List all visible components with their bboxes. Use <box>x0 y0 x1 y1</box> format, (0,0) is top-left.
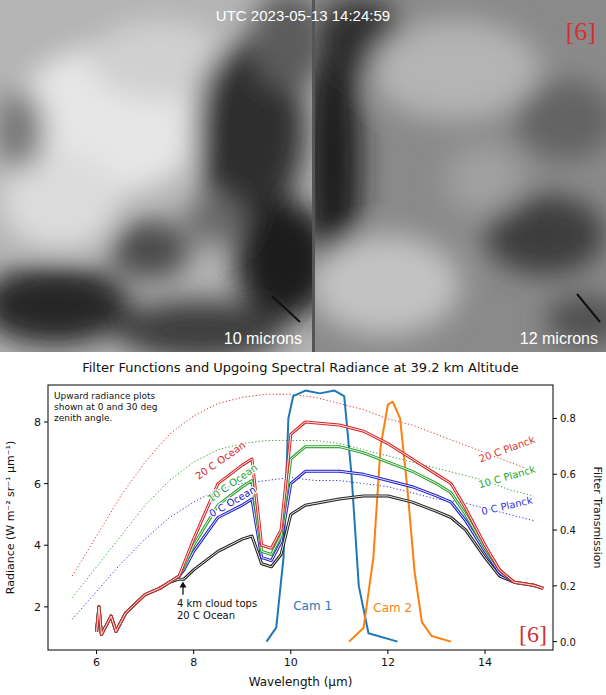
x-tick-label: 12 <box>381 656 395 669</box>
y2-tick-label: 0.4 <box>560 525 576 536</box>
y2-tick <box>553 418 557 419</box>
series-line <box>97 496 544 635</box>
tether <box>272 296 300 322</box>
figure: UTC 2023-05-13 14:24:59 [6] 10 microns 12 m… <box>0 0 606 695</box>
series-label: 0 C Planck <box>480 495 534 518</box>
line-inner <box>97 422 544 635</box>
x-tick <box>387 650 388 654</box>
cloud <box>515 80 606 160</box>
y-tick <box>44 421 48 422</box>
arrow-shaft <box>182 587 183 595</box>
series-line <box>97 422 544 635</box>
plot-frame <box>48 385 553 650</box>
panel-label: 12 microns <box>520 330 598 347</box>
x-axis-title: Wavelength (μm) <box>249 675 353 689</box>
line-inner <box>97 471 544 634</box>
y-tick <box>44 483 48 484</box>
y2-tick <box>553 530 557 531</box>
text-line: 20 C Ocean <box>177 610 235 621</box>
text-line: Upward radiance plots <box>54 391 156 401</box>
line-inner <box>97 447 544 635</box>
text-line: shown at 0 and 30 deg <box>54 402 157 412</box>
x-tick-label: 10 <box>284 656 298 669</box>
series-label: 20 C Planck <box>477 434 536 464</box>
cloud <box>185 195 245 245</box>
panel-label: 10 microns <box>224 330 302 347</box>
text-line: zenith angle. <box>54 413 112 423</box>
series-label: Cam 1 <box>293 599 332 613</box>
x-tick <box>96 650 97 654</box>
cloud <box>0 90 45 170</box>
plot-data <box>72 391 543 642</box>
cloud <box>110 220 190 280</box>
x-tick <box>485 650 486 654</box>
photo-clouds <box>0 0 312 352</box>
y2-tick <box>553 585 557 586</box>
y-axis-title: Radiance (W m⁻² sr⁻¹ μm⁻¹) <box>4 441 17 594</box>
x-tick <box>193 650 194 654</box>
y2-axis-title: Filter Transmission <box>591 467 604 569</box>
y2-tick <box>553 641 557 642</box>
chart-title: Filter Functions and Upgoing Spectral Ra… <box>82 360 519 375</box>
chart-background <box>0 352 606 695</box>
y2-tick-label: 0.2 <box>560 581 576 592</box>
chart: Filter Functions and Upgoing Spectral Ra… <box>0 352 606 695</box>
x-tick <box>290 650 291 654</box>
line-inner <box>97 496 544 635</box>
y2-tick-label: 0.0 <box>560 637 576 648</box>
series-line <box>97 471 544 634</box>
cloud <box>315 235 460 335</box>
photo-clouds <box>315 0 606 345</box>
y-tick <box>44 606 48 607</box>
cloud <box>370 20 540 120</box>
y-tick-label: 2 <box>34 601 41 614</box>
timestamp: UTC 2023-05-13 14:24:59 <box>216 7 390 24</box>
arrow-head <box>179 582 186 588</box>
photo-panel <box>0 0 312 352</box>
citation: [6] <box>519 621 547 647</box>
tether <box>577 294 600 322</box>
y2-tick <box>553 474 557 475</box>
text-line: 4 km cloud tops <box>177 598 257 609</box>
x-tick-label: 14 <box>478 656 492 669</box>
series-line <box>97 447 544 635</box>
series-label: 0 C Ocean <box>207 484 257 519</box>
y-tick-label: 8 <box>34 416 41 429</box>
cloud <box>445 145 525 215</box>
x-tick-label: 6 <box>93 656 100 669</box>
photo-panel <box>315 0 606 352</box>
cloud <box>0 265 130 345</box>
x-tick-label: 8 <box>190 656 197 669</box>
y2-tick-label: 0.8 <box>560 413 576 424</box>
series-line <box>72 394 533 576</box>
series-line <box>349 402 451 642</box>
y2-tick-label: 0.6 <box>560 469 576 480</box>
citation: [6] <box>566 17 596 46</box>
series-label: Cam 2 <box>373 601 412 615</box>
y-tick-label: 4 <box>34 539 41 552</box>
series-label: 4 km cloud tops20 C Ocean <box>177 598 257 621</box>
photo: UTC 2023-05-13 14:24:59 [6] 10 microns 12 m… <box>0 0 606 360</box>
series-label: 10 C Planck <box>477 463 537 490</box>
y-tick <box>44 545 48 546</box>
y-tick-label: 6 <box>34 478 41 491</box>
photo-divider <box>312 0 315 352</box>
series-labels: 20 C Ocean10 C Ocean0 C Ocean20 C Planck… <box>54 391 547 647</box>
cloud <box>235 200 312 320</box>
annotation: Upward radiance plotsshown at 0 and 30 d… <box>54 391 157 423</box>
